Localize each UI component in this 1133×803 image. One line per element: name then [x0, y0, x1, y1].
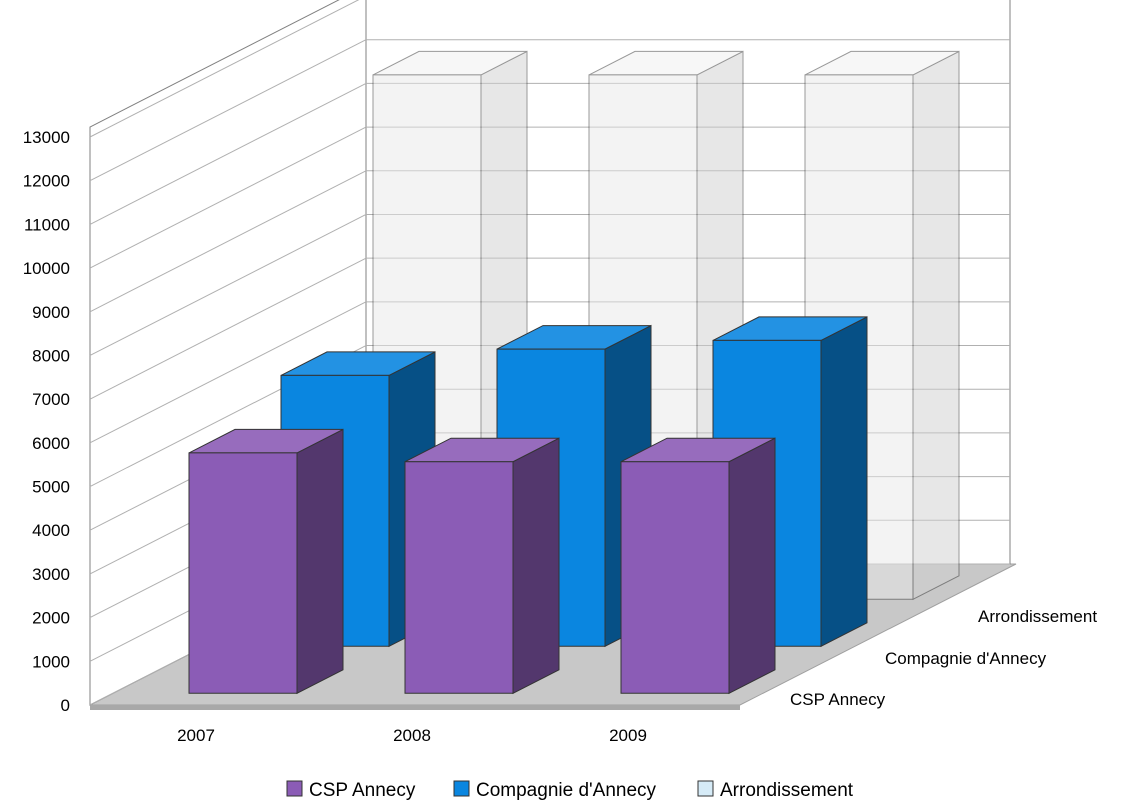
- depth-axis-labels: CSP Annecy Compagnie d'Annecy Arrondisseme…: [790, 607, 1097, 709]
- y-tick-label: 3000: [32, 565, 70, 584]
- bar-side: [820, 316, 868, 648]
- x-tick-label: 2007: [177, 726, 215, 745]
- floor-edge: [90, 705, 740, 710]
- legend-label: Compagnie d'Annecy: [476, 780, 657, 801]
- y-axis-ticks: 0 1000 2000 3000 4000 5000 6000 7000 8000 9000 100…: [23, 128, 70, 715]
- y-tick-label: 5000: [32, 478, 70, 497]
- y-tick-label: 10000: [23, 259, 70, 278]
- gridline-side: [89, 82, 367, 225]
- gridline-side: [89, 301, 367, 444]
- y-tick-label: 13000: [23, 128, 70, 147]
- legend: CSP Annecy Compagnie d'Annecy Arrondisseme…: [286, 780, 854, 801]
- legend-label: CSP Annecy: [309, 780, 416, 801]
- y-tick-label: 8000: [32, 346, 70, 365]
- gridline-side: [89, 126, 367, 269]
- depth-label: CSP Annecy: [790, 690, 886, 709]
- gridline-side: [89, 39, 367, 182]
- gridline-side: [89, 170, 367, 313]
- y-tick-label: 9000: [32, 303, 70, 322]
- x-axis-ticks: 2007 2008 2009: [177, 726, 647, 745]
- depth-label: Arrondissement: [978, 607, 1097, 626]
- y-tick-label: 1000: [32, 652, 70, 671]
- gridline-side: [89, 257, 367, 400]
- gridline-side: [89, 214, 367, 356]
- legend-swatch: [453, 780, 470, 797]
- y-tick-label: 2000: [32, 609, 70, 628]
- y-tick-label: 12000: [23, 172, 70, 191]
- y-tick-label: 7000: [32, 390, 70, 409]
- y-tick-label: 6000: [32, 434, 70, 453]
- x-tick-label: 2009: [609, 726, 647, 745]
- bar-front: [404, 461, 514, 694]
- bar-csp-annecy-2007: [188, 428, 344, 695]
- bar-front: [620, 461, 730, 694]
- bar-side: [728, 437, 776, 695]
- x-tick-label: 2008: [393, 726, 431, 745]
- bar-csp-annecy-2008: [404, 437, 560, 695]
- y-tick-label: 4000: [32, 521, 70, 540]
- bars: [188, 50, 960, 695]
- y-tick-label: 11000: [24, 215, 70, 234]
- bar-side: [296, 428, 344, 695]
- bar-side: [912, 50, 960, 601]
- bar-side: [512, 437, 560, 695]
- bar-front: [188, 452, 298, 694]
- gridline-side: [89, 0, 360, 138]
- y-tick-label: 0: [61, 696, 70, 715]
- legend-swatch: [286, 780, 303, 797]
- bar-csp-annecy-2009: [620, 437, 776, 695]
- depth-label: Compagnie d'Annecy: [885, 649, 1047, 668]
- legend-swatch: [697, 780, 714, 797]
- legend-label: Arrondissement: [720, 780, 854, 801]
